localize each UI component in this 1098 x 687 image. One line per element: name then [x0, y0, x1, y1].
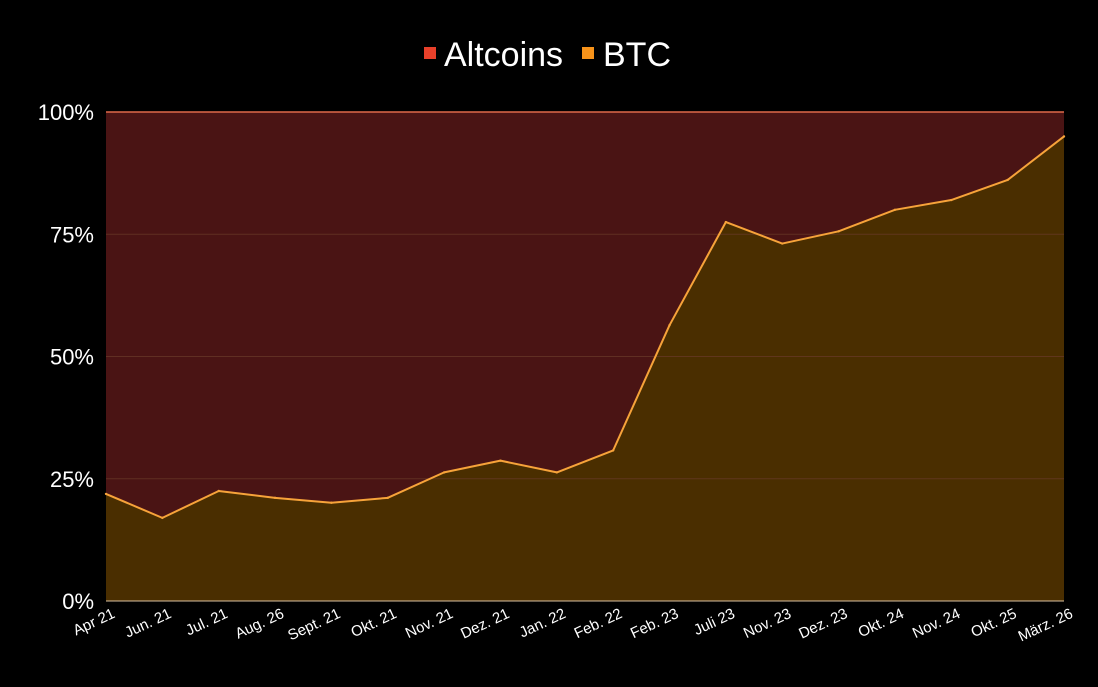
point-btc: [386, 496, 389, 500]
point-btc: [104, 492, 108, 496]
point-btc: [1006, 178, 1009, 182]
legend: Altcoins BTC: [424, 36, 671, 74]
point-btc: [668, 324, 671, 327]
x-tick-label: Dez. 21: [458, 605, 512, 642]
point-btc: [781, 242, 784, 245]
line-btc: [105, 135, 1065, 519]
point-btc: [1062, 135, 1066, 138]
point-btc: [837, 230, 840, 233]
area-altcoins: [106, 112, 1064, 518]
x-tick-label: Nov. 24: [910, 605, 963, 642]
x-tick-label: Feb. 23: [628, 605, 681, 642]
y-tick-label: 0%: [62, 589, 94, 614]
point-btc: [499, 459, 502, 462]
point-btc: [724, 220, 728, 224]
x-tick-label: Sept. 21: [285, 605, 343, 644]
legend-swatch-altcoins: [424, 47, 436, 59]
legend-label-altcoins: Altcoins: [444, 36, 563, 74]
point-btc: [555, 471, 559, 474]
point-btc: [893, 208, 897, 211]
x-tick-label: Nov. 21: [403, 605, 456, 642]
point-btc: [330, 501, 333, 504]
legend-swatch-btc: [582, 47, 594, 59]
area-btc: [106, 136, 1064, 601]
point-btc: [611, 449, 615, 452]
y-tick-label: 75%: [50, 222, 94, 247]
y-tick-label: 25%: [50, 467, 94, 492]
y-axis: 0% 25% 50% 75% 100%: [38, 100, 94, 614]
x-tick-label: Juli 23: [691, 605, 737, 639]
x-tick-label: März. 26: [1016, 605, 1076, 645]
x-tick-label: Jan. 22: [517, 605, 569, 641]
x-tick-label: Okt. 21: [348, 605, 399, 641]
point-btc: [950, 198, 953, 202]
point-btc: [442, 471, 446, 474]
x-tick-label: Aug. 26: [233, 605, 287, 642]
x-tick-label: Okt. 25: [968, 605, 1019, 641]
point-btc: [161, 516, 164, 520]
point-btc: [217, 489, 220, 493]
legend-label-btc: BTC: [603, 36, 671, 74]
y-tick-label: 100%: [38, 100, 94, 125]
x-tick-label: Dez. 23: [796, 605, 850, 642]
x-tick-label: Okt. 24: [856, 605, 907, 641]
x-tick-label: Nov. 23: [741, 605, 794, 642]
point-btc: [273, 496, 277, 500]
x-tick-label: Jun. 21: [122, 605, 174, 641]
x-tick-label: Feb. 22: [572, 605, 625, 642]
plot-area: [104, 111, 1066, 602]
y-tick-label: 50%: [50, 345, 94, 370]
x-tick-label: Jul. 21: [183, 605, 230, 639]
